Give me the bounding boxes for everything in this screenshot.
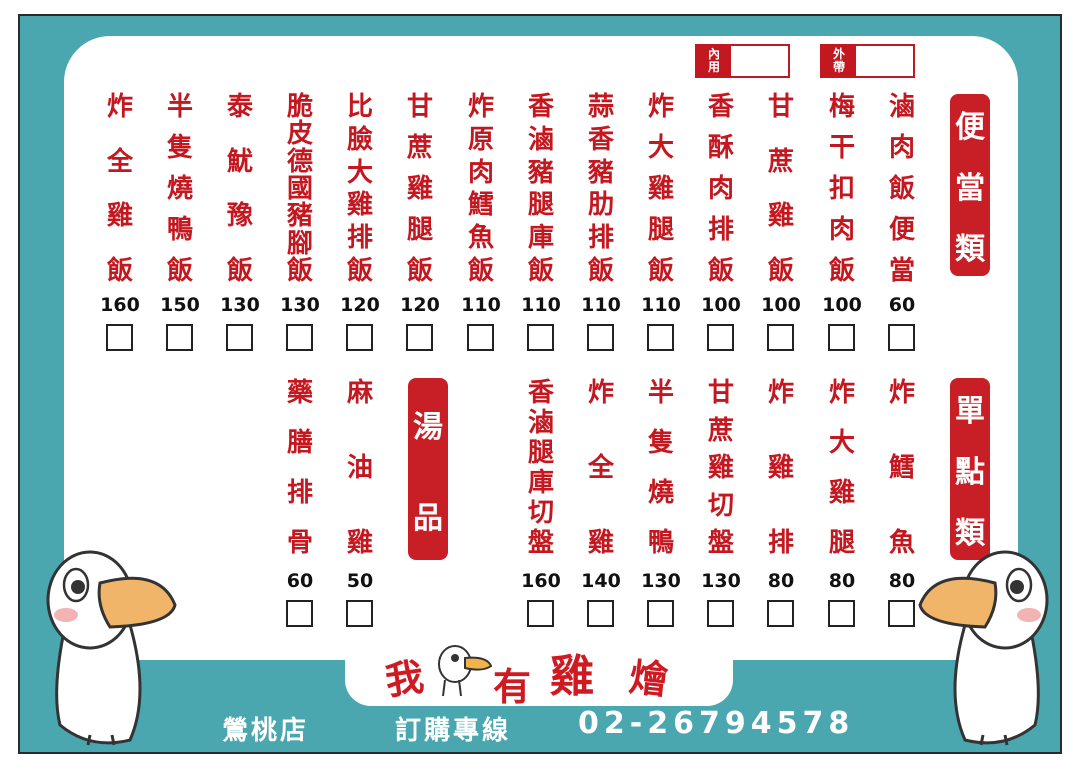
- menu-frame: [18, 14, 1062, 754]
- soup-item-price: 60: [286, 570, 314, 592]
- bento-item-name: 比臉大雞排飯: [346, 92, 373, 286]
- bento-item-price: 100: [822, 294, 862, 316]
- category-soup-badge: 湯品: [408, 378, 448, 560]
- bento-item-checkbox[interactable]: [767, 324, 794, 351]
- bento-item-price: 150: [160, 294, 200, 316]
- bento-item-price: 160: [100, 294, 140, 316]
- bento-item-checkbox[interactable]: [166, 324, 193, 351]
- bento-item-checkbox[interactable]: [467, 324, 494, 351]
- single-item-name: 香滷腿庫切盤: [527, 378, 554, 558]
- bento-item-price: 110: [641, 294, 681, 316]
- logo-char-2: 有: [493, 665, 532, 709]
- bento-item-price: 130: [220, 294, 260, 316]
- bento-item-checkbox[interactable]: [406, 324, 433, 351]
- bento-item-checkbox[interactable]: [647, 324, 674, 351]
- single-item-name: 炸大雞腿: [828, 378, 855, 558]
- bento-item-price: 120: [340, 294, 380, 316]
- bento-item-price: 110: [581, 294, 621, 316]
- dine-in-label: 內用: [697, 46, 731, 76]
- single-item-price: 80: [767, 570, 795, 592]
- single-item-checkbox[interactable]: [888, 600, 915, 627]
- bento-item-checkbox[interactable]: [346, 324, 373, 351]
- soup-item-checkbox[interactable]: [346, 600, 373, 627]
- bento-item-price: 100: [761, 294, 801, 316]
- bento-item-name: 泰魷豫飯: [226, 92, 253, 286]
- category-single-badge: 單點類: [950, 378, 990, 560]
- bento-item-name: 滷肉飯便當: [888, 92, 915, 286]
- bento-item-checkbox[interactable]: [587, 324, 614, 351]
- takeout-label: 外帶: [822, 46, 856, 76]
- single-item-price: 80: [888, 570, 916, 592]
- soup-item-price: 50: [346, 570, 374, 592]
- single-item-checkbox[interactable]: [647, 600, 674, 627]
- bento-item-checkbox[interactable]: [828, 324, 855, 351]
- hotline-label: 訂購專線: [395, 716, 512, 746]
- bento-item-name: 炸全雞飯: [106, 92, 133, 286]
- single-item-price: 130: [701, 570, 741, 592]
- single-item-checkbox[interactable]: [707, 600, 734, 627]
- phone-number: 02-26794578: [578, 706, 855, 741]
- single-item-price: 130: [641, 570, 681, 592]
- bento-item-checkbox[interactable]: [226, 324, 253, 351]
- single-item-price: 80: [828, 570, 856, 592]
- bento-item-name: 香滷豬腿庫飯: [527, 92, 554, 286]
- bento-item-name: 蒜香豬肋排飯: [587, 92, 614, 286]
- single-item-name: 甘蔗雞切盤: [707, 378, 734, 558]
- brand-logo: 我 有 雞 燴: [383, 636, 705, 709]
- bento-item-checkbox[interactable]: [707, 324, 734, 351]
- bento-item-price: 110: [461, 294, 501, 316]
- soup-item-name: 藥膳排骨: [286, 378, 313, 558]
- duck-mascot-left-icon: [46, 550, 177, 746]
- single-item-name: 炸雞排: [767, 378, 794, 558]
- single-item-name: 炸全雞: [587, 378, 614, 558]
- single-item-checkbox[interactable]: [527, 600, 554, 627]
- logo-char-4: 燴: [627, 655, 670, 703]
- category-bento-badge: 便當類: [950, 94, 990, 276]
- single-item-price: 160: [521, 570, 561, 592]
- goose-logo-icon: [438, 645, 493, 697]
- takeout-tag: 外帶: [820, 44, 915, 78]
- duck-mascot-right-icon: [918, 550, 1049, 746]
- bento-item-price: 120: [400, 294, 440, 316]
- single-item-name: 半隻燒鴨: [647, 378, 674, 558]
- bento-item-price: 130: [280, 294, 320, 316]
- bento-item-name: 炸原肉鱈魚飯: [467, 92, 494, 286]
- logo-tab: [345, 636, 733, 706]
- bento-item-name: 炸大雞腿飯: [647, 92, 674, 286]
- logo-char-3: 雞: [550, 651, 594, 702]
- single-item-name: 炸鱈魚: [888, 378, 915, 558]
- bento-item-price: 110: [521, 294, 561, 316]
- bento-item-name: 半隻燒鴨飯: [166, 92, 193, 286]
- single-item-checkbox[interactable]: [587, 600, 614, 627]
- bento-item-name: 甘蔗雞腿飯: [406, 92, 433, 286]
- soup-item-checkbox[interactable]: [286, 600, 313, 627]
- single-item-checkbox[interactable]: [828, 600, 855, 627]
- bento-item-checkbox[interactable]: [888, 324, 915, 351]
- bento-item-checkbox[interactable]: [286, 324, 313, 351]
- soup-item-name: 麻油雞: [346, 378, 373, 558]
- bento-item-name: 梅干扣肉飯: [828, 92, 855, 286]
- bento-item-checkbox[interactable]: [106, 324, 133, 351]
- bento-item-checkbox[interactable]: [527, 324, 554, 351]
- bento-item-name: 脆皮德國豬腳飯: [286, 92, 313, 286]
- bento-item-name: 香酥肉排飯: [707, 92, 734, 286]
- logo-char-1: 我: [382, 654, 427, 704]
- bento-item-name: 甘蔗雞飯: [767, 92, 794, 286]
- dine-in-tag: 內用: [695, 44, 790, 78]
- bento-item-price: 60: [888, 294, 916, 316]
- branch-name: 鶯桃店: [222, 716, 310, 746]
- bento-item-price: 100: [701, 294, 741, 316]
- single-item-price: 140: [581, 570, 621, 592]
- single-item-checkbox[interactable]: [767, 600, 794, 627]
